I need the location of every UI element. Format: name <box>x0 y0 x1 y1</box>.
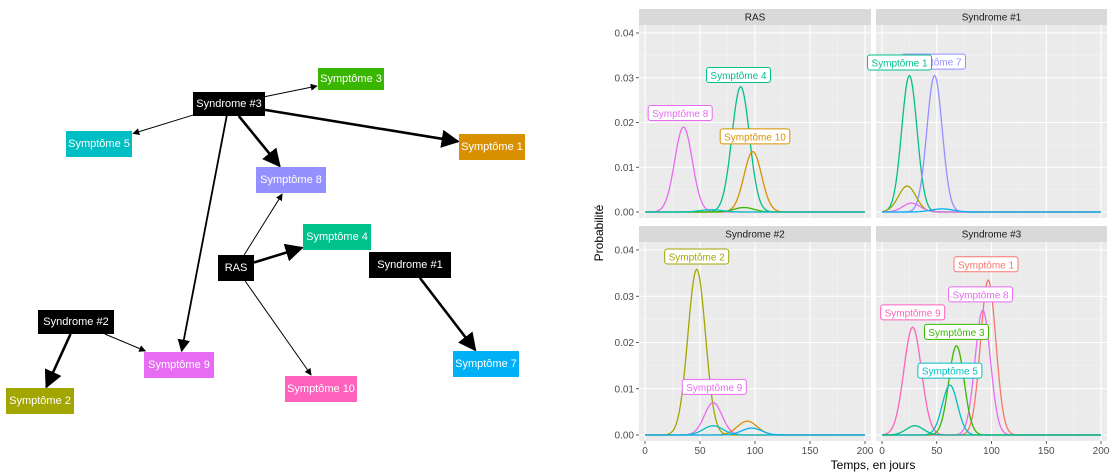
edge-syndrome3-to-symptome1 <box>264 108 460 148</box>
edge-ras-to-symptome4 <box>253 243 304 264</box>
y-tick-label: 0.03 <box>615 73 635 84</box>
node-syndrome2: Syndrome #2 <box>38 310 114 334</box>
x-tick-label: 100 <box>747 446 764 457</box>
y-tick-label: 0.01 <box>615 384 635 395</box>
series-label: Symptôme 1 <box>958 260 1015 271</box>
node-symptome5: Symptôme 5 <box>66 131 132 157</box>
series-label: Symptôme 7 <box>905 58 962 69</box>
edge-ras-to-symptome10 <box>244 280 312 376</box>
node-syndrome1: Syndrome #1 <box>369 252 451 278</box>
series-label-box <box>923 323 989 340</box>
series-label-box <box>664 248 730 265</box>
node-symptome3: Symptôme 3 <box>318 68 384 90</box>
panel-strip <box>639 226 871 242</box>
x-tick-label: 50 <box>931 446 943 457</box>
x-tick-label: 0 <box>642 446 648 457</box>
series-label: Symptôme 10 <box>724 132 786 143</box>
edge-syndrome3-to-symptome9 <box>177 115 228 353</box>
series-label-box <box>647 105 713 122</box>
series-label: Symptôme 5 <box>922 367 979 378</box>
y-tick-label: 0.03 <box>615 292 635 303</box>
faceted-density-chart: RAS 0.00 0.01 0.02 0.03 0.04 Symptôme 4 Symptôm… <box>592 9 1110 472</box>
network-graph: Syndrome #3 Symptôme 3 Symptôme 5 Symptôme … <box>6 68 525 414</box>
edge-syndrome3-to-symptome5 <box>132 114 194 136</box>
edge-syndrome2-to-symptome2 <box>44 333 72 389</box>
panel-4: Syndrome #3 0 50 100 150 200 Symptôme 1 Symptôm… <box>876 226 1110 457</box>
y-axis-title: Probabilité <box>592 204 606 261</box>
series-label-box <box>681 378 747 395</box>
series-label: Symptôme 9 <box>686 383 743 394</box>
graph-edges <box>44 83 477 389</box>
x-tick-label: 50 <box>694 446 706 457</box>
panel-strip <box>876 9 1107 25</box>
density-curve <box>645 209 865 213</box>
node-syndrome3: Syndrome #3 <box>193 92 265 116</box>
series-label: Symptôme 9 <box>885 308 942 319</box>
x-tick-label: 0 <box>879 446 885 457</box>
density-curve <box>645 427 865 436</box>
series-label: Symptôme 8 <box>952 290 1009 301</box>
series-label: Symptôme 4 <box>710 71 767 82</box>
panel-title: Syndrome #1 <box>962 13 1022 24</box>
node-symptome9: Symptôme 9 <box>144 352 214 378</box>
panel-1: RAS 0.00 0.01 0.02 0.03 0.04 Symptôme 4 Symptôm… <box>615 9 871 219</box>
node-symptome2: Symptôme 2 <box>6 388 74 414</box>
series-label-box <box>706 67 771 84</box>
y-tick-label: 0.02 <box>615 338 635 349</box>
series-label: Symptôme 3 <box>928 328 985 339</box>
edge-syndrome2-to-symptome9 <box>104 333 147 352</box>
edge-syndrome3-to-symptome3 <box>264 83 318 98</box>
panel-strip <box>639 9 871 25</box>
y-tick-label: 0.04 <box>615 29 635 40</box>
node-symptome8: Symptôme 8 <box>256 167 326 193</box>
series-label-box <box>953 256 1019 273</box>
panel-title: RAS <box>745 13 766 24</box>
panel-strip <box>876 226 1107 242</box>
series-label-box <box>948 286 1014 303</box>
edge-syndrome1-to-symptome7 <box>418 277 477 352</box>
x-tick-label: 200 <box>1093 446 1110 457</box>
edge-syndrome3-to-symptome8 <box>237 115 281 168</box>
series-label-box <box>867 54 933 71</box>
series-label: Symptôme 8 <box>652 109 709 120</box>
node-symptome4: Symptôme 4 <box>303 224 371 250</box>
x-tick-label: 100 <box>983 446 1000 457</box>
y-tick-label: 0.02 <box>615 118 635 129</box>
density-curve <box>882 208 1101 213</box>
panel-3: Syndrome #2 0.00 0.01 0.02 0.03 0.04 0 50 100 150… <box>615 226 874 457</box>
series-label-box <box>917 362 983 379</box>
x-tick-label: 200 <box>857 446 874 457</box>
x-tick-label: 150 <box>1038 446 1055 457</box>
y-tick-label: 0.01 <box>615 163 635 174</box>
panel-title: Syndrome #2 <box>725 230 785 241</box>
x-tick-label: 150 <box>802 446 819 457</box>
node-symptome1: Symptôme 1 <box>459 134 525 160</box>
y-tick-label: 0.00 <box>615 431 635 442</box>
edge-ras-to-symptome8 <box>243 193 283 256</box>
series-label-box <box>719 128 791 145</box>
y-tick-label: 0.04 <box>615 246 635 257</box>
panel-title: Syndrome #3 <box>962 230 1022 241</box>
node-ras: RAS <box>218 255 254 281</box>
series-label: Symptôme 1 <box>871 58 928 69</box>
x-axis-title: Temps, en jours <box>831 458 916 472</box>
node-symptome10: Symptôme 10 <box>285 376 357 402</box>
density-curve <box>882 425 1101 436</box>
series-label: Symptôme 2 <box>669 252 726 263</box>
node-symptome7: Symptôme 7 <box>453 351 519 377</box>
y-tick-label: 0.00 <box>615 208 635 219</box>
series-label-box <box>880 304 946 321</box>
